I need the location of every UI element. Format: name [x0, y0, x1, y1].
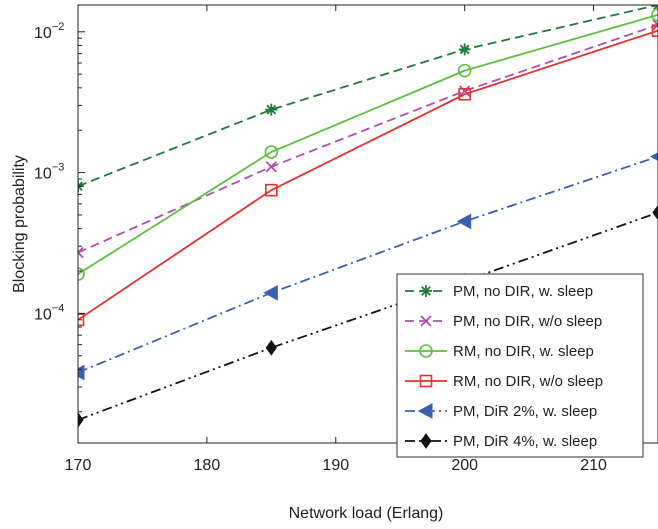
- legend-label: PM, DiR 2%, w. sleep: [453, 403, 597, 420]
- legend-marker: [419, 374, 433, 388]
- data-point: [265, 161, 277, 173]
- data-point: [458, 87, 471, 101]
- data-point: [457, 63, 472, 78]
- axes: 170 180 190 200 210 10−2 10−3 10−4: [34, 4, 658, 474]
- data-point: [263, 284, 278, 301]
- series-line: [78, 5, 658, 188]
- data-point: [78, 313, 85, 327]
- legend-entry: PM, DiR 2%, w. sleep: [405, 403, 597, 420]
- x-tick-label: 180: [194, 457, 221, 474]
- legend-marker: [420, 433, 432, 449]
- y-tick-label: 10−2: [34, 21, 64, 42]
- data-point: [459, 85, 471, 97]
- y-axis-label: Blocking probability: [11, 155, 28, 293]
- data-point: [78, 246, 84, 259]
- x-tick-label: 190: [322, 457, 349, 474]
- data-point: [652, 204, 658, 221]
- x-tick-label: 210: [580, 457, 607, 474]
- plot-frame: [77, 4, 658, 444]
- legend-marker: [417, 403, 433, 419]
- data-point: [265, 339, 277, 356]
- legend-box: [396, 273, 644, 458]
- data-point: [652, 5, 658, 11]
- x-axis-label: Network load (Erlang): [289, 505, 444, 522]
- series-line: [78, 24, 658, 254]
- data-point: [78, 412, 84, 428]
- legend-label: PM, no DIR, w. sleep: [453, 283, 593, 300]
- legend: PM, no DIR, w. sleep PM, no DIR, w/o slee…: [396, 273, 644, 458]
- data-point: [651, 8, 658, 22]
- y-tick-label: 10−3: [34, 162, 64, 183]
- y-tick-label: 10−4: [34, 302, 64, 323]
- data-point: [265, 103, 278, 116]
- legend-label: RM, no DIR, w. sleep: [453, 343, 594, 360]
- legend-label: PM, DiR 4%, w. sleep: [453, 433, 597, 450]
- data-point: [78, 267, 85, 281]
- legend-entry: RM, no DIR, w/o sleep: [405, 373, 603, 390]
- data-point: [264, 145, 279, 159]
- legend-label: RM, no DIR, w/o sleep: [453, 373, 603, 390]
- legend-label: PM, no DIR, w/o sleep: [453, 313, 602, 330]
- series-line: [78, 13, 658, 275]
- legend-entry: RM, no DIR, w. sleep: [405, 343, 594, 360]
- data-point: [649, 152, 658, 161]
- x-tick-label: 170: [65, 457, 92, 474]
- data-point: [458, 43, 471, 56]
- x-tick-label: 200: [451, 457, 478, 474]
- data-point: [651, 24, 658, 37]
- legend-entry: PM, no DIR, w. sleep: [405, 283, 593, 300]
- legend-marker: [420, 285, 432, 297]
- data-point: [265, 183, 278, 197]
- legend-marker: [420, 315, 432, 327]
- data-point: [456, 213, 472, 230]
- data-point: [652, 19, 658, 31]
- legend-marker: [419, 344, 433, 358]
- series-line: [78, 29, 658, 321]
- legend-entry: PM, no DIR, w/o sleep: [405, 313, 602, 330]
- series-line: [78, 155, 658, 374]
- legend-entry: PM, DiR 4%, w. sleep: [405, 433, 597, 450]
